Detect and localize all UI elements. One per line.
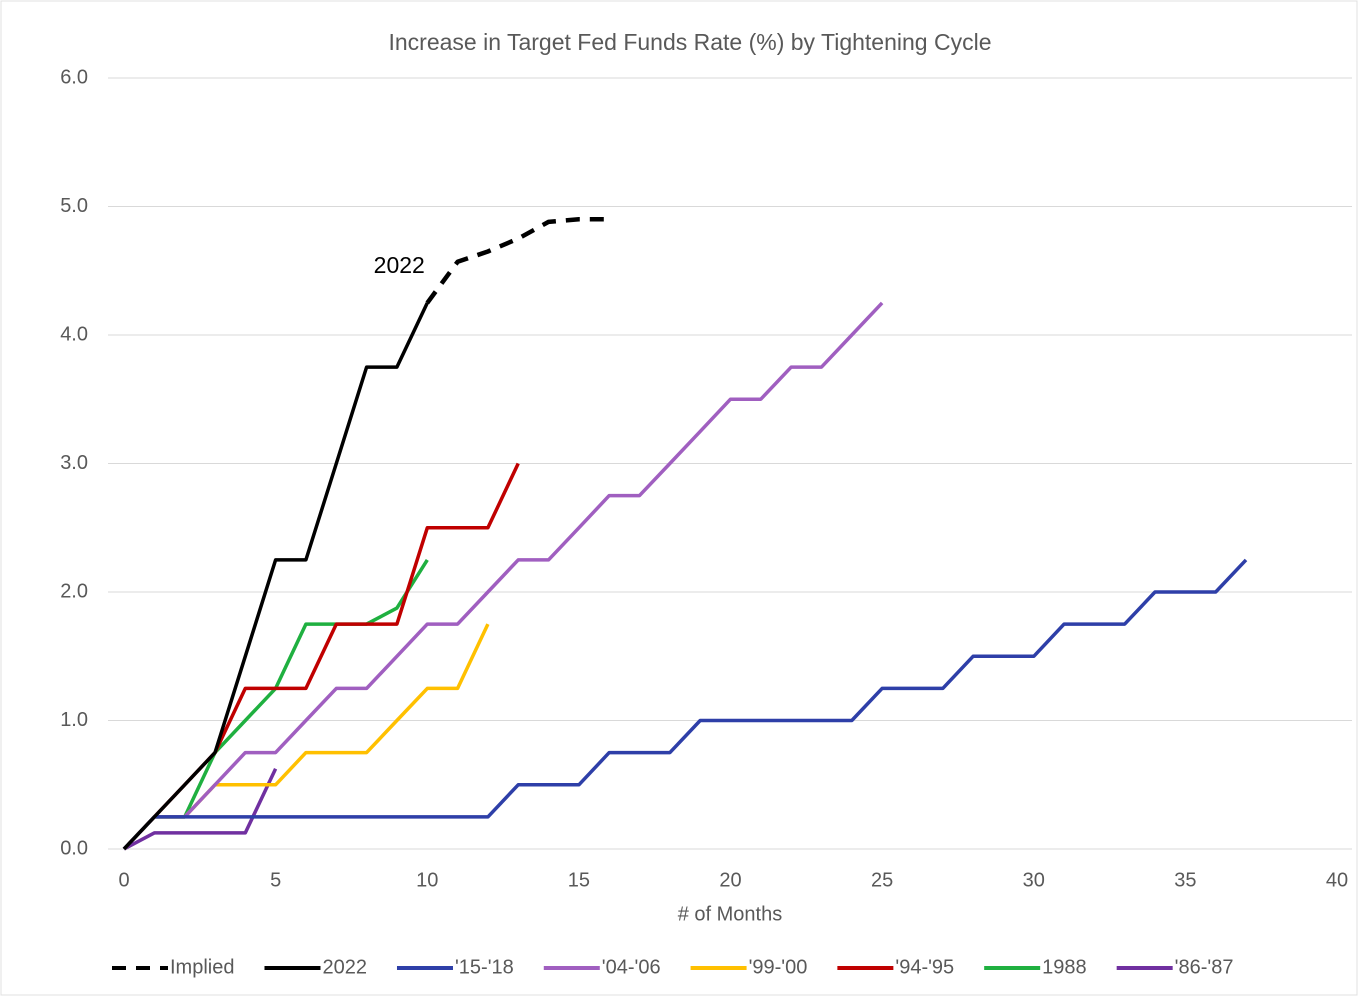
x-tick-label: 0 <box>118 869 129 891</box>
legend-label: Implied <box>170 956 234 978</box>
x-tick-label: 40 <box>1326 869 1348 891</box>
x-tick-label: 20 <box>719 869 741 891</box>
chart-title: Increase in Target Fed Funds Rate (%) by… <box>389 29 992 55</box>
x-tick-label: 30 <box>1023 869 1045 891</box>
x-tick-label: 35 <box>1174 869 1196 891</box>
series-line <box>122 301 884 851</box>
legend-label: '99-'00 <box>749 956 808 978</box>
legend-label: '86-'87 <box>1175 956 1234 978</box>
y-tick-label: 5.0 <box>60 195 88 217</box>
y-tick-label: 6.0 <box>60 66 88 88</box>
series-line <box>123 767 278 851</box>
legend-label: '15-'18 <box>455 956 514 978</box>
y-tick-label: 1.0 <box>60 709 88 731</box>
y-tick-label: 3.0 <box>60 452 88 474</box>
y-tick-label: 2.0 <box>60 580 88 602</box>
x-tick-label: 5 <box>270 869 281 891</box>
x-tick-label: 10 <box>416 869 438 891</box>
annotation: 2022 <box>374 252 425 278</box>
legend-label: '04-'06 <box>602 956 661 978</box>
x-axis-label: # of Months <box>678 903 783 925</box>
legend-label: 1988 <box>1042 956 1087 978</box>
legend-label: 2022 <box>322 956 367 978</box>
legend-label: '94-'95 <box>895 956 954 978</box>
series-line <box>425 217 610 305</box>
y-tick-label: 0.0 <box>60 837 88 859</box>
series-line <box>122 302 429 851</box>
x-tick-label: 25 <box>871 869 893 891</box>
y-tick-label: 4.0 <box>60 323 88 345</box>
series-line <box>122 558 1248 851</box>
x-tick-label: 15 <box>568 869 590 891</box>
